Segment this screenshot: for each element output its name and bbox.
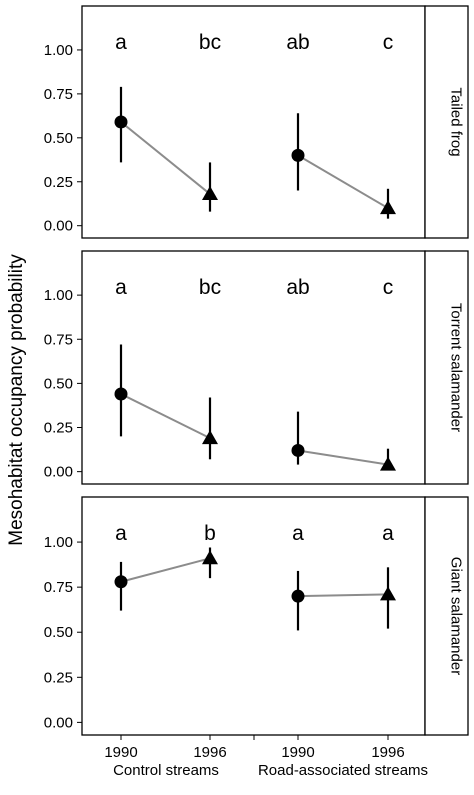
point-circle: [114, 115, 128, 129]
significance-label: c: [383, 31, 394, 54]
panel-frame: [81, 496, 426, 736]
series-line: [120, 393, 211, 440]
y-tick-label: 0.50: [44, 130, 73, 147]
x-tick-label: 1990: [281, 744, 314, 761]
y-tick-label: 1.00: [44, 534, 73, 551]
y-tick-label: 1.00: [44, 287, 73, 304]
y-tick-label: 0.75: [44, 86, 73, 103]
y-tick-label: 0.75: [44, 579, 73, 596]
point-triangle: [202, 550, 218, 565]
strip-label: Tailed frog: [448, 87, 465, 156]
strip-label: Giant salamander: [448, 557, 465, 675]
significance-label: c: [383, 276, 394, 299]
y-tick-label: 0.50: [44, 624, 73, 641]
point-circle: [291, 443, 305, 457]
significance-label: a: [115, 276, 127, 299]
significance-label: bc: [199, 31, 221, 54]
group-label-road: Road-associated streams: [258, 762, 428, 779]
point-circle: [291, 148, 305, 162]
point-triangle: [202, 186, 218, 201]
significance-label: b: [204, 522, 216, 545]
y-tick-label: 0.75: [44, 331, 73, 348]
strip-box: [424, 250, 469, 485]
point-circle: [291, 589, 305, 603]
group-label-control: Control streams: [113, 762, 219, 779]
point-circle: [114, 575, 128, 589]
y-tick-label: 0.00: [44, 218, 73, 235]
y-tick-label: 0.25: [44, 669, 73, 686]
y-tick-label: 0.50: [44, 375, 73, 392]
y-tick-label: 0.00: [44, 464, 73, 481]
point-circle: [114, 387, 128, 401]
strip-box: [424, 496, 469, 736]
series-line: [297, 593, 389, 598]
y-axis-label: Mesohabitat occupancy probability: [6, 254, 27, 546]
y-tick-label: 0.00: [44, 714, 73, 731]
strip-box: [424, 5, 469, 239]
significance-label: ab: [286, 276, 309, 299]
x-tick-label: 1996: [371, 744, 404, 761]
significance-label: bc: [199, 276, 221, 299]
significance-label: ab: [286, 31, 309, 54]
series-line: [297, 154, 389, 209]
significance-label: a: [115, 522, 127, 545]
y-tick-label: 0.25: [44, 174, 73, 191]
series-line: [120, 121, 211, 195]
point-triangle: [380, 456, 396, 471]
strip-label: Torrent salamander: [448, 303, 465, 432]
panel-frame: [81, 250, 426, 485]
y-tick-label: 0.25: [44, 420, 73, 437]
significance-label: a: [115, 31, 127, 54]
x-tick-label: 1996: [193, 744, 226, 761]
series-line: [297, 449, 389, 466]
significance-label: a: [382, 522, 394, 545]
series-line: [120, 557, 211, 583]
y-tick-label: 1.00: [44, 42, 73, 59]
significance-label: a: [292, 522, 304, 545]
x-tick-label: 1990: [104, 744, 137, 761]
point-triangle: [380, 200, 396, 215]
point-triangle: [202, 430, 218, 445]
panel-frame: [81, 5, 426, 239]
point-triangle: [380, 586, 396, 601]
